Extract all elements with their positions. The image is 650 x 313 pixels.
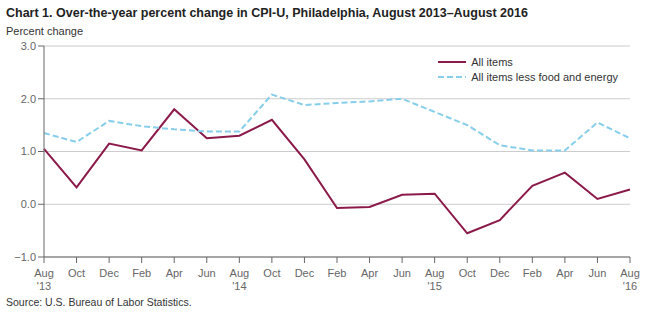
html-text:All items less food and energy: All items less food and energy — [471, 70, 618, 83]
svg-text:Apr: Apr — [166, 267, 183, 279]
svg-text:Aug'13: Aug'13 — [34, 267, 54, 292]
svg-text:2.0: 2.0 — [21, 93, 36, 105]
svg-text:Dec: Dec — [99, 267, 119, 279]
svg-text:Jun: Jun — [393, 267, 411, 279]
svg-text:3.0: 3.0 — [21, 40, 36, 52]
svg-text:Dec: Dec — [490, 267, 510, 279]
svg-text:Oct: Oct — [68, 267, 85, 279]
svg-text:Feb: Feb — [523, 267, 542, 279]
svg-text:Apr: Apr — [556, 267, 573, 279]
svg-text:Oct: Oct — [459, 267, 476, 279]
svg-text:0.0: 0.0 — [21, 198, 36, 210]
svg-text:Oct: Oct — [263, 267, 280, 279]
svg-text:Jun: Jun — [198, 267, 216, 279]
svg-text:Jun: Jun — [589, 267, 607, 279]
svg-text:Aug'16: Aug'16 — [620, 267, 640, 292]
svg-text:Aug'15: Aug'15 — [425, 267, 445, 292]
html-text:All items: All items — [471, 55, 513, 68]
svg-text:Apr: Apr — [361, 267, 378, 279]
svg-text:1.0: 1.0 — [21, 145, 36, 157]
html-text:Percent change: Percent change — [6, 25, 84, 37]
svg-text:Dec: Dec — [295, 267, 315, 279]
svg-text:Aug'14: Aug'14 — [230, 267, 250, 292]
svg-text:−1.0: −1.0 — [14, 251, 36, 263]
html-text:Chart 1. Over-the-year percent: Chart 1. Over-the-year percent change in… — [6, 6, 528, 20]
html-text:Source: U.S. Bureau of Labor S: Source: U.S. Bureau of Labor Statistics. — [6, 296, 192, 308]
svg-text:Feb: Feb — [132, 267, 151, 279]
svg-text:Feb: Feb — [328, 267, 347, 279]
